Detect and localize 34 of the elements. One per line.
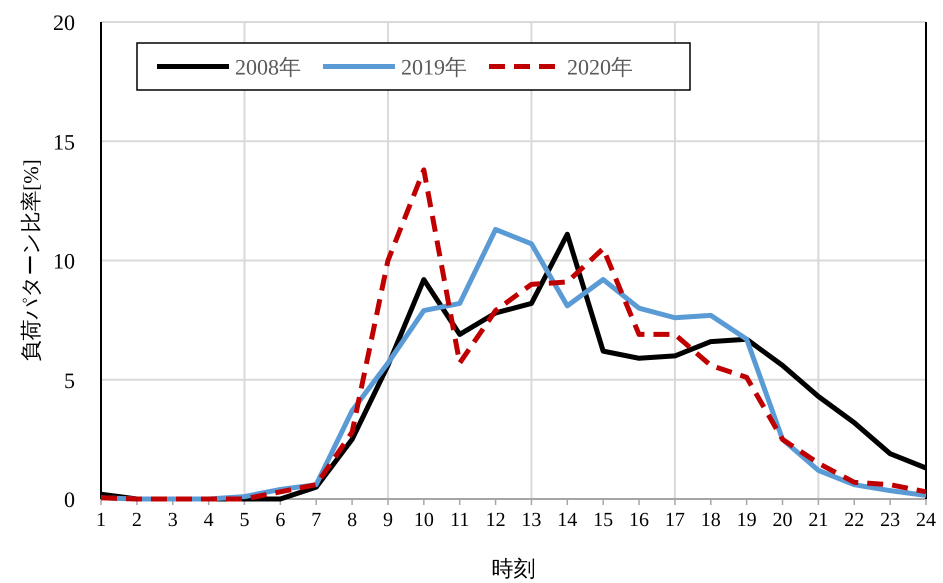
x-tick-label: 11 <box>450 509 470 531</box>
legend-label: 2008年 <box>235 54 301 80</box>
x-tick-label: 23 <box>880 509 900 531</box>
x-tick-label: 6 <box>275 509 286 531</box>
x-tick-label: 20 <box>772 509 793 531</box>
x-tick-label: 4 <box>204 509 214 531</box>
legend-label: 2020年 <box>567 54 633 80</box>
x-tick-label: 15 <box>593 509 614 531</box>
y-tick-label: 10 <box>53 248 75 274</box>
x-tick-label: 19 <box>736 509 757 531</box>
x-tick-label: 7 <box>311 509 322 531</box>
y-tick-label: 20 <box>53 10 75 35</box>
x-tick-label: 21 <box>808 509 828 531</box>
x-tick-label: 17 <box>664 509 685 531</box>
x-tick-label: 18 <box>700 509 721 531</box>
x-tick-label: 8 <box>347 509 358 531</box>
y-axis-title: 負荷パターン比率[%] <box>19 159 43 362</box>
x-tick-label: 24 <box>916 509 936 531</box>
x-tick-label: 1 <box>96 509 106 531</box>
x-tick-label: 3 <box>168 509 178 531</box>
x-tick-label: 10 <box>414 509 434 531</box>
x-tick-label: 9 <box>382 509 393 531</box>
x-tick-label: 16 <box>629 509 650 531</box>
x-tick-label: 12 <box>486 509 506 531</box>
x-tick-label: 22 <box>844 509 864 531</box>
y-tick-label: 15 <box>53 129 75 154</box>
x-tick-label: 13 <box>521 509 542 531</box>
legend-label: 2019年 <box>401 54 467 80</box>
y-tick-label: 5 <box>64 368 75 393</box>
y-tick-label: 0 <box>64 487 75 512</box>
x-tick-label: 2 <box>132 509 142 531</box>
x-tick-label: 5 <box>239 509 250 531</box>
x-tick-label: 14 <box>557 509 578 531</box>
x-axis-title: 時刻 <box>492 556 536 581</box>
